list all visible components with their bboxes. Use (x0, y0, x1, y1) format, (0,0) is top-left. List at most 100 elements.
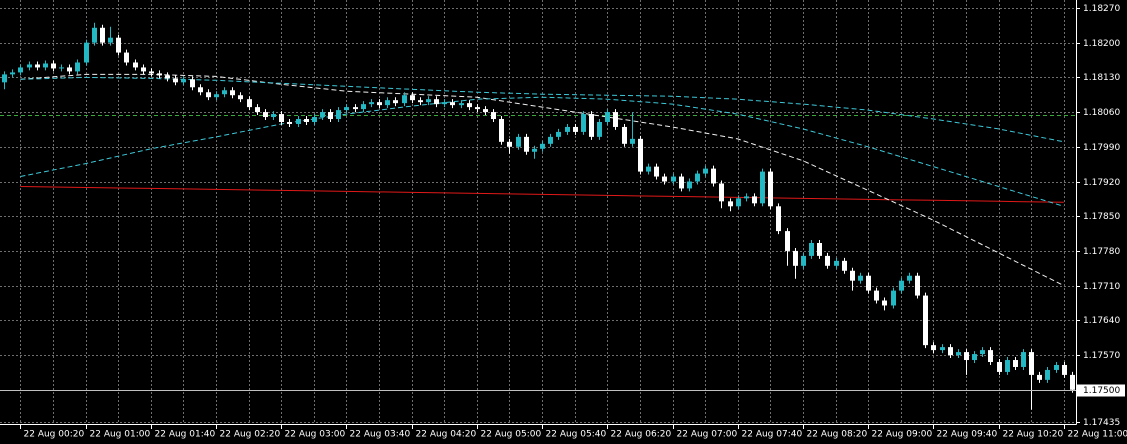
candle-body (793, 250, 798, 266)
candle-body (630, 138, 635, 144)
candle-body (59, 67, 64, 69)
candle-body (858, 275, 863, 281)
candle-body (915, 275, 920, 296)
candle-body (271, 114, 276, 118)
candle-body (393, 100, 398, 104)
candle-body (744, 196, 749, 199)
candle-body (907, 275, 912, 281)
candle-body (654, 166, 659, 177)
candle-body (27, 64, 32, 68)
candle-body (442, 102, 447, 105)
candle-body (931, 345, 936, 351)
candle-body (760, 171, 765, 204)
candle-body (776, 206, 781, 232)
candle-body (638, 138, 643, 172)
candle-body (1029, 352, 1034, 375)
candle-body (84, 42, 89, 63)
candle-body (190, 79, 195, 88)
candle-body (825, 255, 830, 266)
x-tick-label: 22 Aug 02:20 (220, 430, 281, 440)
candle-body (296, 119, 301, 124)
candle-body (923, 295, 928, 346)
candle-body (75, 62, 80, 72)
candle-body (149, 71, 154, 74)
y-tick-label: 1.18270 (1083, 4, 1120, 14)
candle-body (491, 112, 496, 120)
candle-body (866, 275, 871, 291)
y-tick-label: 1.18060 (1083, 108, 1120, 118)
y-tick-label: 1.17570 (1083, 351, 1120, 361)
candle-body (540, 143, 545, 149)
candle-body (483, 109, 488, 113)
candle-body (214, 94, 219, 98)
candle-body (988, 350, 993, 363)
candle-body (768, 171, 773, 207)
candle-body (353, 107, 358, 110)
candle-body (1013, 360, 1018, 367)
candle-body (247, 99, 252, 108)
candle-body (328, 112, 333, 120)
candle-body (589, 114, 594, 137)
candle-body (809, 242, 814, 256)
candle-body (556, 131, 561, 137)
candle-body (532, 148, 537, 152)
candle-body (891, 290, 896, 306)
candle-body (956, 352, 961, 356)
candle-body (410, 95, 415, 101)
candle-body (279, 114, 284, 122)
candle-body (385, 100, 390, 106)
candle-body (499, 119, 504, 142)
candle-body (181, 79, 186, 83)
y-tick-label: 1.18200 (1083, 39, 1120, 49)
candle-body (997, 362, 1002, 372)
candle-body (336, 110, 341, 120)
candle-body (467, 103, 472, 108)
candle-body (344, 107, 349, 111)
indicator-line (20, 73, 1065, 287)
x-tick-label: 22 Aug 09:00 (872, 430, 933, 440)
y-tick-label: 1.17920 (1083, 178, 1120, 188)
x-tick-label: 22 Aug 05:40 (546, 430, 607, 440)
x-tick-label: 22 Aug 01:40 (155, 430, 216, 440)
candle-body (940, 347, 945, 351)
candle-body (1054, 364, 1059, 370)
candle-body (1062, 364, 1067, 375)
candle-body (238, 95, 243, 100)
candle-body (597, 121, 602, 137)
candle-body (287, 121, 292, 124)
candle-body (230, 90, 235, 96)
candle-body (108, 37, 113, 43)
candle-body (475, 107, 480, 110)
x-tick-label: 22 Aug 03:00 (285, 430, 346, 440)
bid-label: 1.17500 (1083, 386, 1120, 396)
candle-body (964, 352, 969, 361)
candle-body (377, 102, 382, 106)
candle-body (133, 62, 138, 68)
candle-body (605, 112, 610, 122)
candle-body (850, 270, 855, 281)
candle-body (613, 112, 618, 127)
candle-body (662, 176, 667, 182)
candle-body (565, 126, 570, 132)
candle-body (43, 63, 48, 68)
candle-body (92, 27, 97, 43)
candle-body (18, 67, 23, 73)
candle-body (51, 63, 56, 69)
y-tick-label: 1.17710 (1083, 282, 1120, 292)
candle-body (35, 64, 40, 68)
candle-body (507, 141, 512, 147)
x-tick-label: 22 Aug 10:20 (1003, 430, 1064, 440)
candle-body (369, 102, 374, 105)
candle-body (817, 242, 822, 256)
candle-body (1070, 374, 1075, 390)
candle-body (516, 136, 521, 147)
candle-body (320, 112, 325, 118)
candle-body (418, 100, 423, 103)
candle-body (728, 201, 733, 207)
candle-body (206, 92, 211, 98)
x-tick-label: 22 Aug 04:20 (416, 430, 477, 440)
candle-body (116, 37, 121, 53)
candle-body (1037, 374, 1042, 380)
